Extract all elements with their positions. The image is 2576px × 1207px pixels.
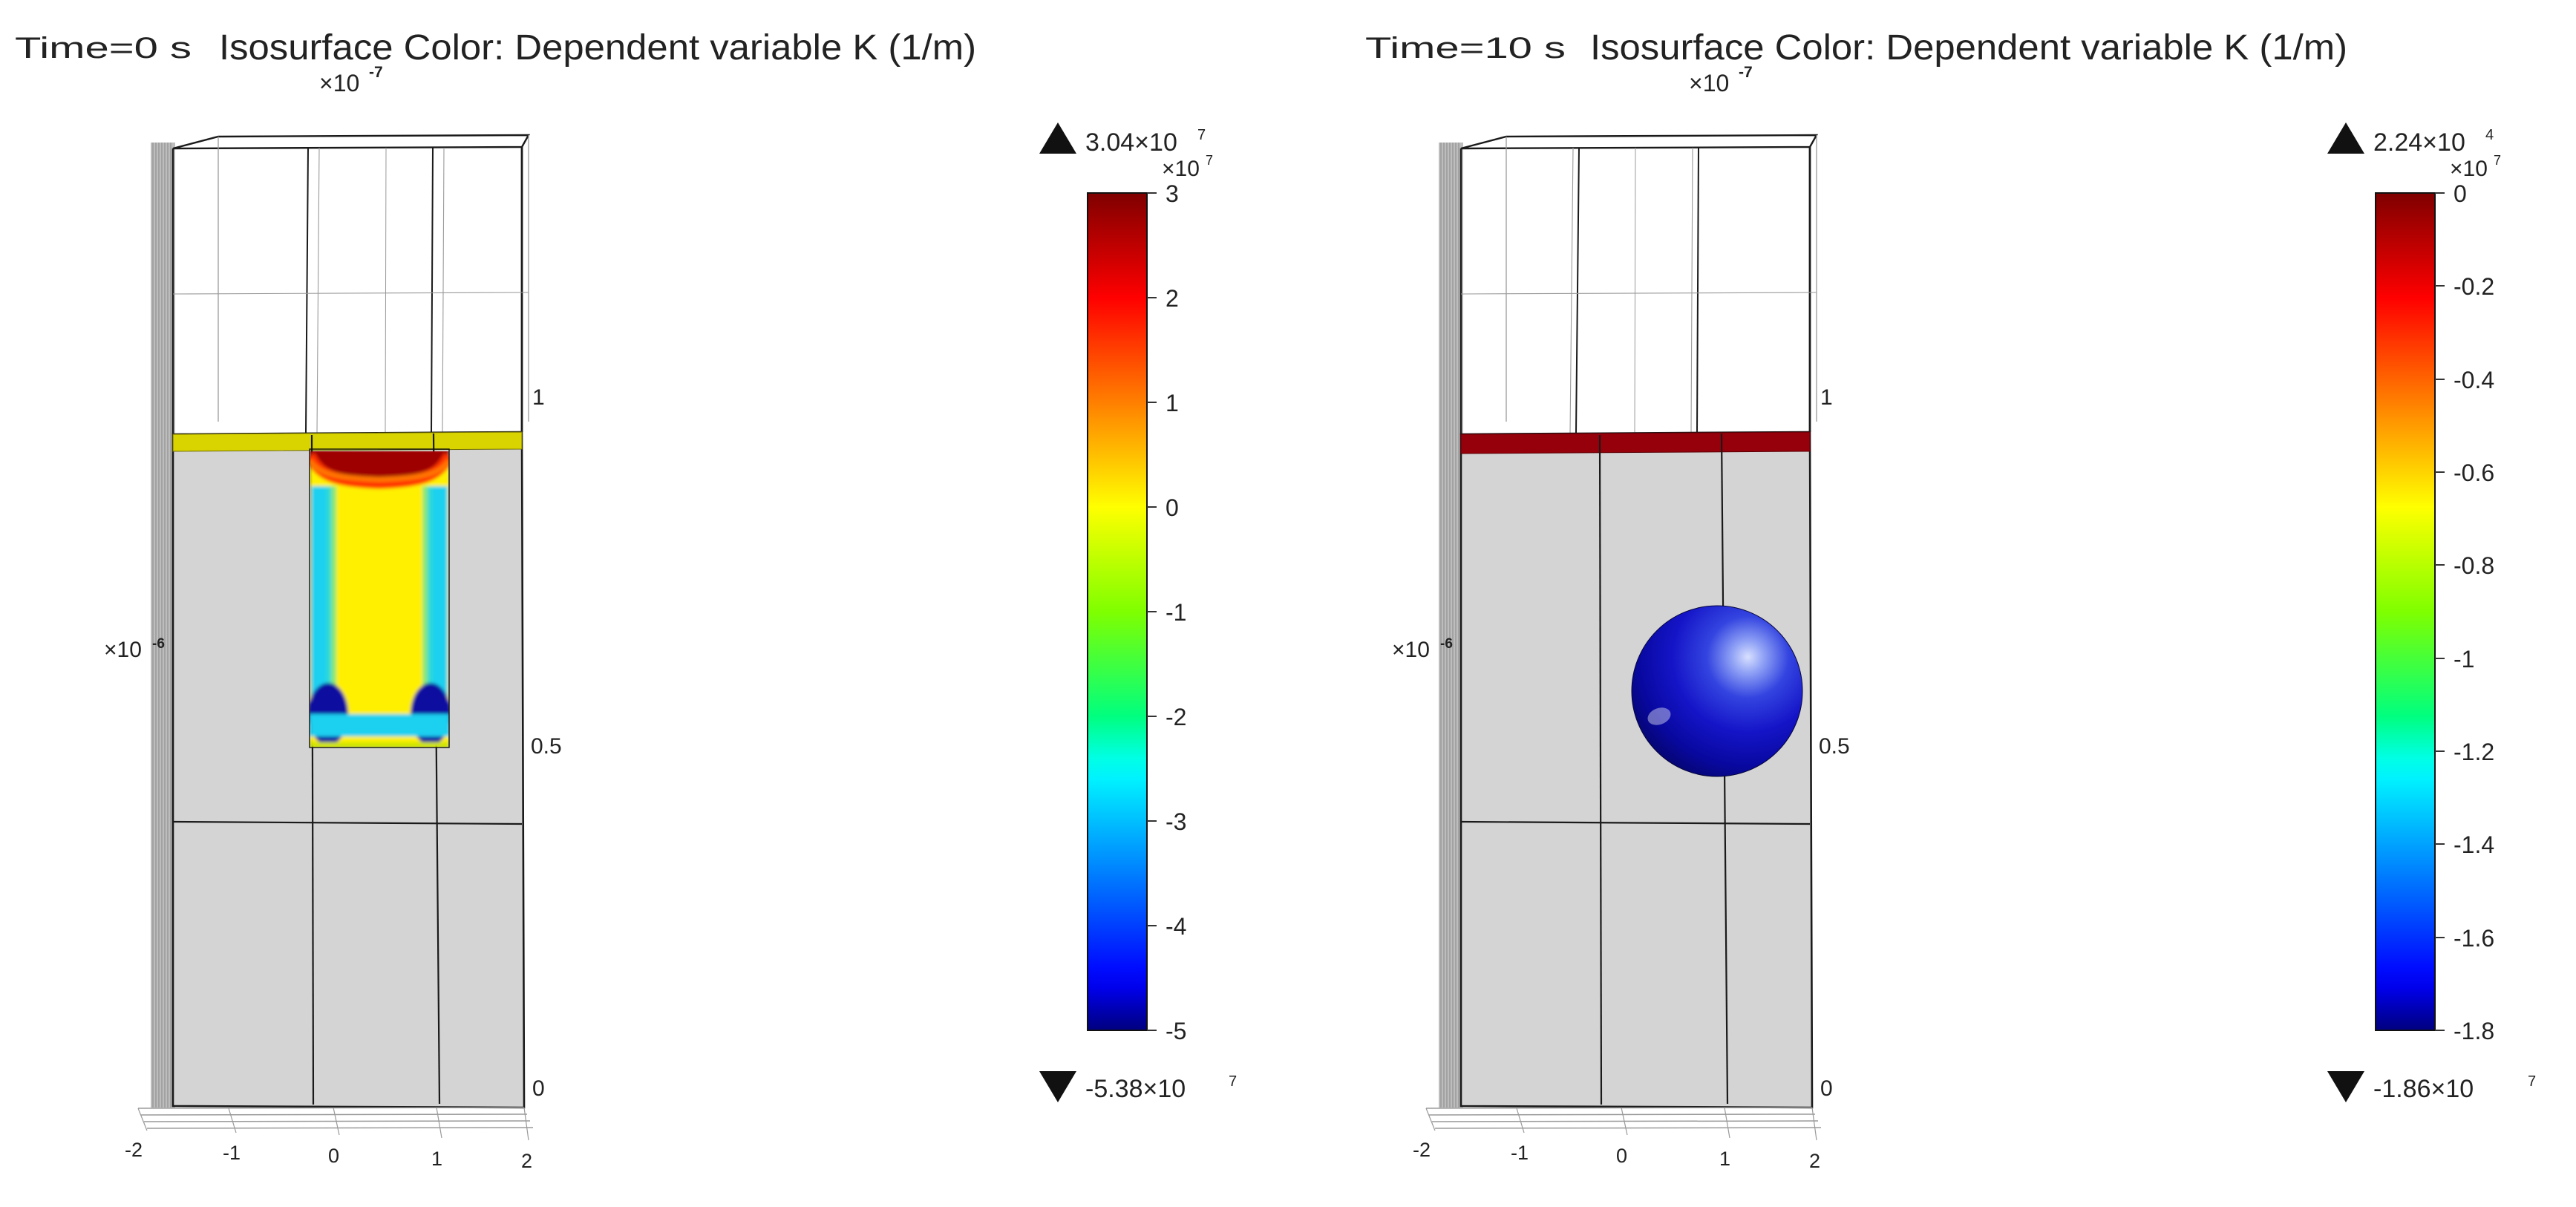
- svg-text:0: 0: [2454, 180, 2467, 207]
- svg-text:-5: -5: [1166, 1018, 1186, 1044]
- svg-text:-1: -1: [2454, 646, 2474, 673]
- svg-text:-7: -7: [1739, 64, 1753, 81]
- svg-text:×10: ×10: [319, 70, 359, 97]
- svg-text:-7: -7: [369, 64, 383, 81]
- svg-text:-1.8: -1.8: [2454, 1018, 2494, 1044]
- svg-text:2: 2: [1809, 1150, 1820, 1172]
- svg-text:-1: -1: [1511, 1142, 1529, 1164]
- svg-text:-3: -3: [1166, 808, 1186, 835]
- svg-text:0: 0: [328, 1145, 339, 1167]
- svg-text:7: 7: [2528, 1073, 2536, 1090]
- svg-text:3.04×10: 3.04×10: [1085, 128, 1177, 157]
- svg-text:Time=10 s: Time=10 s: [1365, 32, 1566, 65]
- svg-text:×10: ×10: [2450, 157, 2488, 181]
- svg-text:×10: ×10: [1689, 70, 1729, 97]
- svg-text:0.5: 0.5: [1819, 734, 1850, 759]
- svg-text:0: 0: [1166, 494, 1179, 521]
- svg-text:-1.4: -1.4: [2454, 831, 2494, 858]
- svg-text:-0.2: -0.2: [2454, 273, 2494, 300]
- svg-text:-1.2: -1.2: [2454, 739, 2494, 765]
- svg-text:-6: -6: [1440, 636, 1453, 652]
- svg-text:7: 7: [2494, 153, 2501, 168]
- svg-text:2.24×10: 2.24×10: [2373, 128, 2465, 157]
- svg-text:-1: -1: [223, 1142, 241, 1164]
- svg-text:7: 7: [1229, 1073, 1237, 1090]
- svg-text:-6: -6: [152, 636, 165, 652]
- svg-text:×10: ×10: [1392, 638, 1430, 662]
- svg-text:-1: -1: [1166, 599, 1186, 626]
- svg-text:-2: -2: [1166, 704, 1186, 730]
- svg-text:×10: ×10: [1162, 157, 1200, 181]
- svg-text:-0.8: -0.8: [2454, 552, 2494, 579]
- svg-text:-1.86×10: -1.86×10: [2373, 1075, 2474, 1103]
- svg-text:1: 1: [1166, 390, 1179, 416]
- svg-text:-1.6: -1.6: [2454, 925, 2494, 952]
- svg-text:1: 1: [1820, 385, 1833, 410]
- svg-text:-4: -4: [1166, 913, 1186, 940]
- svg-text:1: 1: [1719, 1148, 1730, 1170]
- svg-text:2: 2: [521, 1150, 532, 1172]
- svg-text:-2: -2: [1413, 1139, 1431, 1161]
- svg-text:4: 4: [2485, 127, 2494, 143]
- svg-text:0: 0: [1616, 1145, 1627, 1167]
- svg-text:7: 7: [1206, 153, 1213, 168]
- svg-text:×10: ×10: [104, 638, 142, 662]
- svg-text:1: 1: [532, 385, 545, 410]
- svg-text:7: 7: [1197, 127, 1206, 143]
- svg-text:-0.6: -0.6: [2454, 459, 2494, 486]
- svg-text:2: 2: [1166, 285, 1179, 312]
- svg-text:0.5: 0.5: [531, 734, 562, 759]
- svg-text:3: 3: [1166, 180, 1179, 207]
- svg-text:-0.4: -0.4: [2454, 367, 2494, 393]
- svg-text:0: 0: [532, 1076, 545, 1101]
- svg-text:1: 1: [431, 1148, 442, 1170]
- svg-text:Time=0 s: Time=0 s: [15, 32, 192, 65]
- svg-text:-2: -2: [125, 1139, 143, 1161]
- svg-text:Isosurface Color: Dependent va: Isosurface Color: Dependent variable K (…: [1590, 28, 2347, 68]
- svg-text:Isosurface Color: Dependent va: Isosurface Color: Dependent variable K (…: [219, 28, 976, 68]
- svg-text:-5.38×10: -5.38×10: [1085, 1075, 1186, 1103]
- svg-text:0: 0: [1820, 1076, 1833, 1101]
